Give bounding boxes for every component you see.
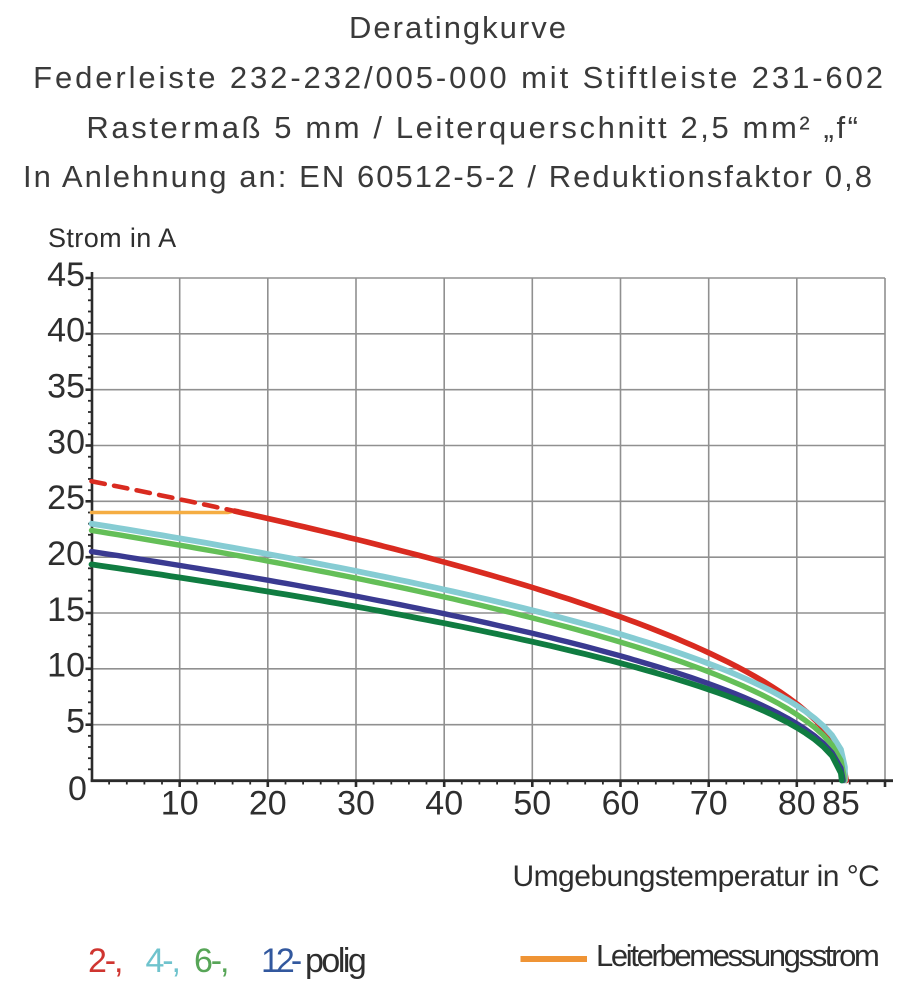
- svg-text:6-,: 6-,: [194, 942, 227, 980]
- svg-text:50: 50: [513, 785, 551, 823]
- svg-text:5: 5: [66, 703, 85, 741]
- svg-text:polig: polig: [305, 942, 365, 980]
- svg-text:40: 40: [47, 312, 85, 350]
- svg-text:15: 15: [47, 591, 85, 629]
- svg-text:70: 70: [690, 785, 728, 823]
- svg-text:Leiterbemessungsstrom: Leiterbemessungsstrom: [596, 938, 878, 973]
- svg-text:60: 60: [602, 785, 640, 823]
- svg-text:Umgebungstemperatur in °C: Umgebungstemperatur in °C: [513, 860, 880, 893]
- svg-text:20: 20: [47, 535, 85, 573]
- svg-text:85: 85: [822, 785, 860, 823]
- svg-text:35: 35: [47, 368, 85, 406]
- svg-text:30: 30: [337, 785, 375, 823]
- svg-text:10: 10: [161, 785, 199, 823]
- svg-text:40: 40: [425, 785, 463, 823]
- svg-text:2-,: 2-,: [88, 942, 121, 980]
- svg-text:0: 0: [68, 770, 87, 808]
- svg-text:45: 45: [47, 256, 85, 294]
- svg-text:20: 20: [249, 785, 287, 823]
- svg-text:Strom in A: Strom in A: [48, 223, 177, 253]
- svg-text:25: 25: [47, 479, 85, 517]
- svg-text:10: 10: [47, 647, 85, 685]
- svg-text:12-: 12-: [261, 942, 301, 980]
- svg-text:80: 80: [778, 785, 816, 823]
- svg-text:30: 30: [47, 423, 85, 461]
- svg-text:4-,: 4-,: [146, 942, 179, 980]
